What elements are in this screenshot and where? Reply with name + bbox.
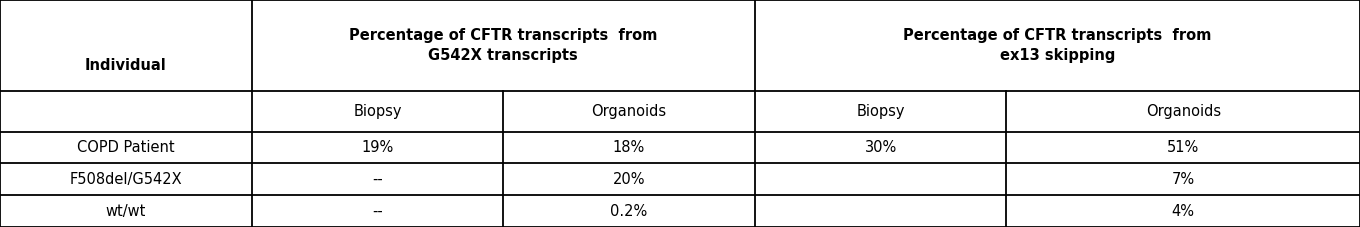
Text: 7%: 7% <box>1171 172 1195 187</box>
Text: Organoids: Organoids <box>592 104 666 119</box>
Text: wt/wt: wt/wt <box>106 204 146 219</box>
Text: Individual: Individual <box>84 58 167 73</box>
Text: 19%: 19% <box>362 140 393 155</box>
Text: --: -- <box>373 172 382 187</box>
Text: 18%: 18% <box>613 140 645 155</box>
Text: --: -- <box>373 204 382 219</box>
Text: 0.2%: 0.2% <box>611 204 647 219</box>
Text: Percentage of CFTR transcripts  from
ex13 skipping: Percentage of CFTR transcripts from ex13… <box>903 28 1212 63</box>
Text: F508del/G542X: F508del/G542X <box>69 172 182 187</box>
Text: Organoids: Organoids <box>1145 104 1221 119</box>
Text: Biopsy: Biopsy <box>857 104 904 119</box>
Text: COPD Patient: COPD Patient <box>78 140 174 155</box>
Text: 30%: 30% <box>865 140 896 155</box>
Text: Percentage of CFTR transcripts  from
G542X transcripts: Percentage of CFTR transcripts from G542… <box>350 28 657 63</box>
Text: 20%: 20% <box>613 172 645 187</box>
Text: 51%: 51% <box>1167 140 1200 155</box>
Text: 4%: 4% <box>1172 204 1194 219</box>
Text: Biopsy: Biopsy <box>354 104 401 119</box>
